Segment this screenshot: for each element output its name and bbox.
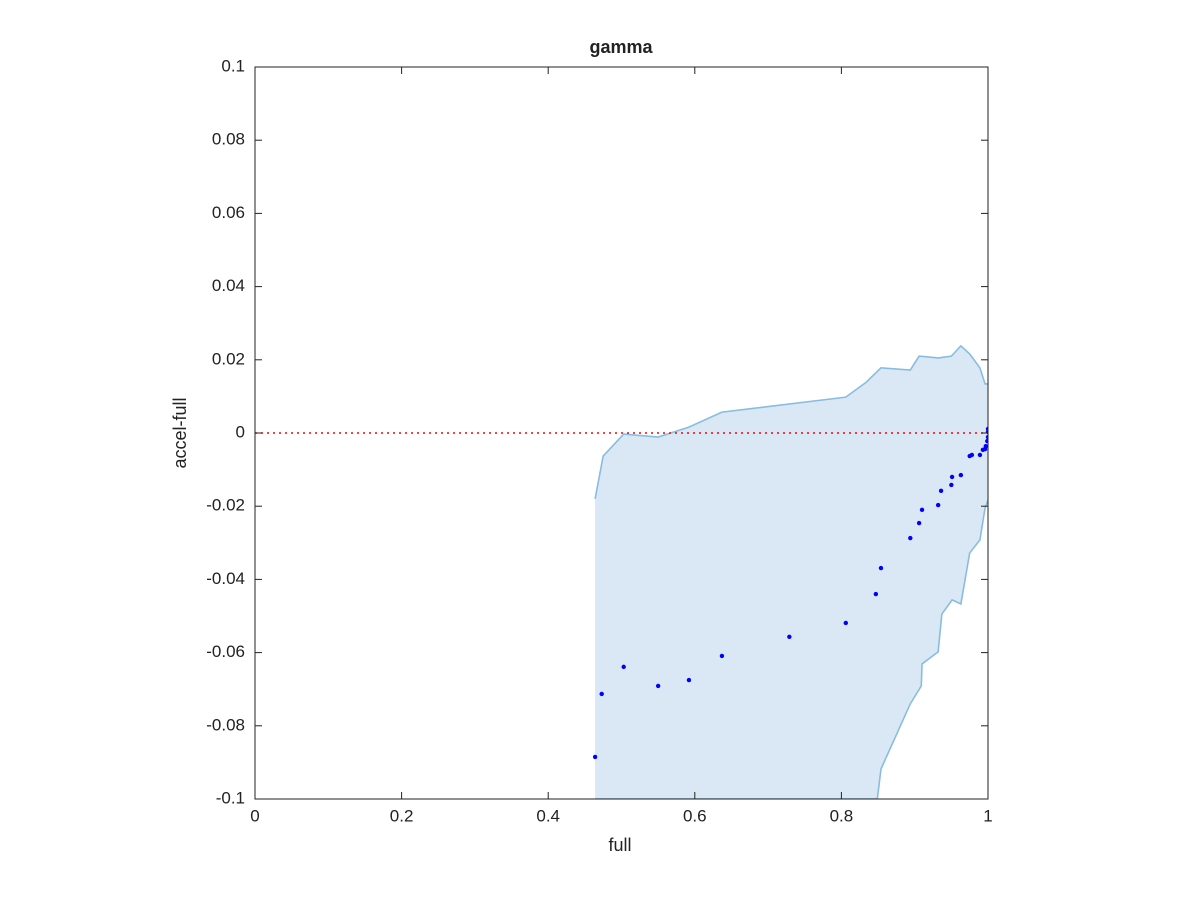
x-tick-label: 0 (250, 806, 259, 825)
x-axis-label: full (608, 835, 631, 855)
data-point (599, 691, 604, 697)
data-point (935, 502, 941, 508)
x-tick-label: 1 (983, 806, 992, 825)
data-point (878, 565, 884, 571)
y-tick-label: -0.06 (206, 642, 245, 661)
axes: 0 0.2 0.4 0.6 0.8 1 -0.1 -0.08 -0.06 -0.04 -0.02 0 0… (206, 56, 992, 825)
data-point (621, 664, 626, 670)
data-point (873, 591, 879, 597)
data-point (985, 438, 988, 444)
y-tick-label: -0.02 (206, 496, 245, 515)
y-tick-label: -0.1 (216, 788, 245, 807)
x-tick-label: 0.4 (536, 806, 560, 825)
data-point (719, 653, 725, 659)
x-tick-label: 0.6 (683, 806, 707, 825)
x-tick-label: 0.8 (830, 806, 854, 825)
band-edge (594, 344, 988, 500)
data-point (592, 754, 598, 760)
data-point (949, 482, 954, 488)
data-point (985, 434, 988, 440)
chart-title: gamma (589, 37, 653, 57)
y-tick-label: 0.1 (221, 56, 245, 75)
data-point (916, 520, 922, 526)
data-point (843, 620, 848, 626)
y-tick-label: 0 (236, 422, 245, 441)
data-point (919, 507, 925, 513)
plot-area (255, 344, 988, 799)
data-point (938, 488, 944, 494)
y-tick-label: -0.04 (206, 569, 245, 588)
data-point (655, 683, 661, 689)
data-point (983, 443, 988, 449)
y-tick-label: 0.06 (212, 203, 245, 222)
data-point (908, 535, 913, 541)
data-point (969, 452, 975, 458)
band-area (595, 345, 988, 799)
y-tick-label: 0.08 (212, 130, 245, 149)
band-edge (595, 499, 988, 799)
y-axis-label: accel-full (170, 397, 190, 468)
data-point (787, 634, 792, 640)
data-point (985, 426, 988, 432)
y-tick-label: 0.04 (212, 276, 245, 295)
x-tick-label: 0.2 (390, 806, 414, 825)
data-point (949, 474, 955, 480)
data-point (958, 472, 964, 478)
data-point (977, 452, 983, 458)
data-point (686, 677, 692, 683)
y-tick-label: 0.02 (212, 349, 245, 368)
y-tick-label: -0.08 (206, 715, 245, 734)
